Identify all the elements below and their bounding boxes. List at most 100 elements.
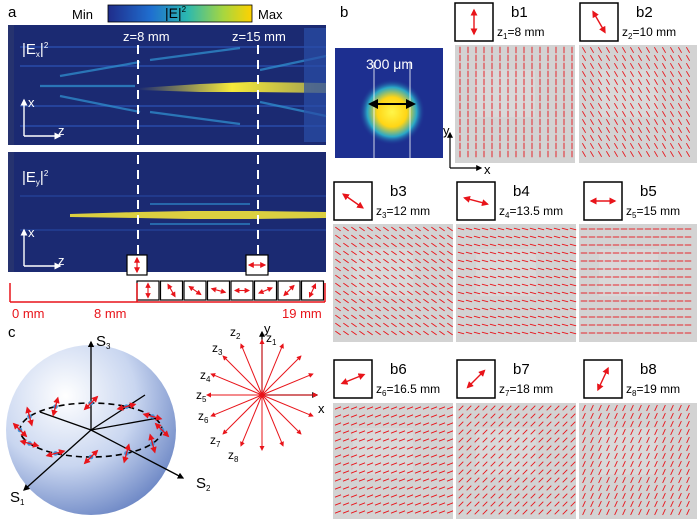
grid-z-b4: z4=13.5 mm — [499, 204, 564, 220]
star-label-z3: z3 — [212, 341, 223, 357]
panel-label-a: a — [8, 4, 17, 21]
star-ray — [261, 394, 284, 447]
grid-id-b7: b7 — [513, 361, 530, 378]
pol-grid-b3 — [333, 224, 453, 342]
colorbar-min: Min — [72, 7, 93, 22]
pol-grid-b5 — [579, 224, 697, 342]
pol-grid-b2 — [579, 45, 697, 163]
grid-id-b8: b8 — [640, 361, 657, 378]
z-mark-8mm: z=8 mm — [123, 29, 170, 44]
pol-icon-b4 — [456, 181, 496, 221]
pol-icon-b8 — [583, 359, 623, 399]
poincare-sphere — [6, 340, 185, 515]
beam-spot — [335, 48, 443, 158]
grid-z-b6: z6=16.5 mm — [376, 382, 441, 398]
sphere-pol-arrow — [122, 443, 131, 464]
grid-id-b5: b5 — [640, 183, 657, 200]
star-label-z5: z5 — [196, 388, 207, 404]
star-ray — [210, 394, 263, 417]
star-ray — [210, 373, 263, 396]
beam-size-label: 300 μm — [366, 56, 413, 72]
colorbar-max: Max — [258, 7, 283, 22]
star-ray — [261, 343, 284, 396]
polarization-star — [206, 330, 319, 451]
sphere-s1: S1 — [10, 489, 25, 507]
sphere-pol-arrow — [154, 422, 170, 438]
axis-z-bottom: z — [58, 253, 65, 268]
star-axis-y: y — [264, 321, 271, 336]
axis-x-bottom: x — [28, 225, 35, 240]
pol-grid-b6 — [333, 403, 454, 519]
grid-id-b1: b1 — [511, 4, 528, 21]
axis-x-top: x — [28, 95, 35, 110]
sphere-pol-arrow — [83, 395, 99, 411]
field-label-x: |Ex|2 — [22, 41, 49, 59]
pol-seq-box — [136, 280, 160, 301]
pol-grid-b8 — [579, 403, 697, 519]
axis-z-top: z — [58, 123, 65, 138]
star-ray — [240, 343, 263, 396]
pol-seq-box — [159, 280, 184, 301]
colorbar-quantity: |E|2 — [165, 5, 187, 21]
pol-box-start — [126, 254, 148, 276]
star-label-z2: z2 — [230, 325, 241, 341]
pol-icon-b2 — [579, 2, 619, 42]
colorbar — [107, 4, 253, 23]
sphere-s2: S2 — [196, 475, 211, 493]
sphere-pol-arrow — [12, 422, 28, 438]
pol-icon-b5 — [583, 181, 623, 221]
star-ray — [222, 355, 263, 396]
star-ray — [261, 394, 302, 435]
sphere-pol-arrow — [116, 402, 137, 411]
sphere-pol-arrow — [148, 433, 157, 454]
scale-mid: 8 mm — [94, 306, 127, 321]
field-label-y: |Ey|2 — [22, 169, 49, 187]
pol-grid-b4 — [456, 224, 577, 342]
pol-grid-b7 — [456, 403, 576, 519]
grid-z-b7: z7=18 mm — [499, 382, 554, 398]
pol-icon-b3 — [333, 181, 373, 221]
star-ray — [222, 394, 263, 435]
z-mark-15mm: z=15 mm — [232, 29, 286, 44]
sphere-pol-arrow — [83, 449, 99, 465]
star-label-z4: z4 — [200, 368, 211, 384]
star-axis-x: x — [318, 401, 325, 416]
z-marker-lines — [137, 45, 259, 272]
sphere-pol-arrow — [25, 406, 34, 427]
panel-label-b: b — [340, 4, 349, 21]
pol-icon-b7 — [456, 359, 496, 399]
sphere-pol-arrow — [45, 449, 66, 458]
pol-box-mid — [245, 254, 269, 276]
pol-seq-box — [183, 280, 207, 301]
beam-axis-x: x — [484, 162, 491, 177]
sphere-pol-arrow — [51, 396, 60, 417]
pol-icon-b1 — [454, 2, 494, 42]
pol-seq-box — [206, 280, 231, 301]
grid-id-b2: b2 — [636, 4, 653, 21]
star-ray — [261, 373, 314, 396]
distance-scale — [9, 283, 326, 303]
star-label-z1: z1 — [266, 331, 277, 347]
pol-seq-box — [300, 280, 325, 301]
scale-end: 19 mm — [282, 306, 322, 321]
star-ray — [261, 394, 314, 417]
scale-start: 0 mm — [12, 306, 45, 321]
sphere-pol-arrow — [142, 412, 163, 421]
pol-icon-b6 — [333, 359, 373, 399]
polarization-sequence — [136, 280, 325, 301]
grid-z-b2: z2=10 mm — [622, 25, 677, 41]
beam-axis-y: y — [443, 123, 450, 138]
grid-z-b1: z1=8 mm — [497, 25, 545, 41]
panel-label-c: c — [8, 324, 16, 341]
star-label-z8: z8 — [228, 448, 239, 464]
pol-seq-box — [230, 280, 254, 301]
star-ray — [261, 355, 302, 396]
field-map-x — [8, 25, 327, 145]
sphere-pol-arrow — [19, 439, 40, 448]
grid-z-b3: z3=12 mm — [376, 204, 431, 220]
sphere-s3: S3 — [96, 333, 111, 351]
grid-id-b3: b3 — [390, 183, 407, 200]
star-label-z6: z6 — [198, 409, 209, 425]
